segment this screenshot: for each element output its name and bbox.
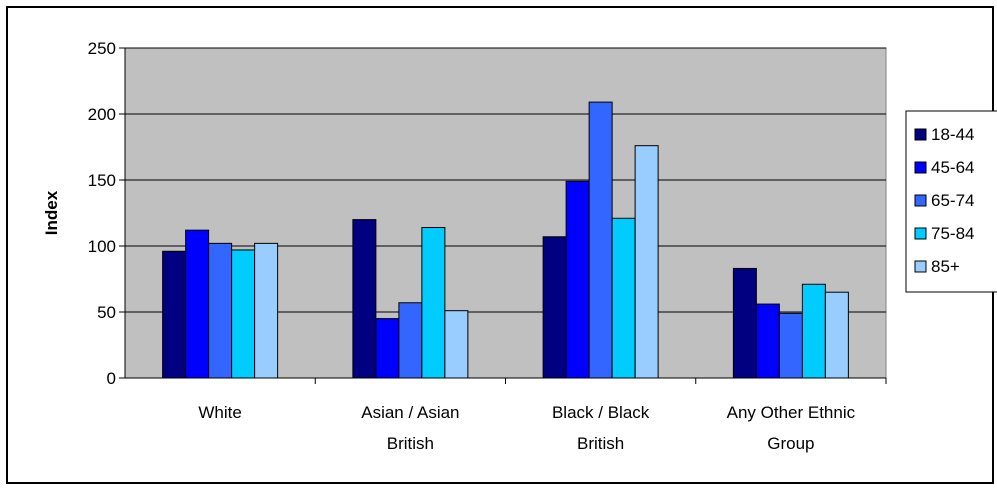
legend-swatch	[914, 161, 927, 174]
y-tick-label: 200	[88, 105, 116, 124]
x-tick-label: Black / Black British	[552, 403, 650, 453]
y-tick-labels: 0 50 100 150 200 250	[88, 39, 116, 388]
x-tick-labels: White Asian / Asian British Black / Black Br…	[198, 403, 855, 453]
bar-65-74	[398, 302, 423, 379]
bar-65-74	[588, 101, 613, 379]
bar-45-64	[565, 180, 590, 379]
bar-65-74	[778, 312, 803, 379]
bar-75-84	[231, 249, 256, 379]
bar-85-	[634, 145, 659, 379]
x-tick-label: Any Other Ethnic Group	[727, 403, 856, 453]
bars	[162, 101, 849, 379]
bar-85-	[444, 310, 469, 379]
legend-swatch	[914, 260, 927, 273]
y-tick-label: 150	[88, 171, 116, 190]
y-tick-label: 50	[97, 303, 116, 322]
bar-45-64	[755, 303, 780, 379]
legend-label: 85+	[931, 257, 960, 276]
y-tick-label: 0	[107, 369, 116, 388]
legend-label: 18-44	[931, 125, 974, 144]
y-axis-label: Index	[42, 190, 61, 235]
bar-75-84	[611, 217, 636, 379]
bar-18-44	[352, 219, 377, 379]
legend-label: 45-64	[931, 158, 974, 177]
legend-swatch	[914, 194, 927, 207]
x-tick-label: White	[198, 403, 241, 422]
bar-85-	[254, 242, 279, 379]
y-tick-label: 250	[88, 39, 116, 58]
bar-75-84	[801, 283, 826, 379]
bar-75-84	[421, 227, 446, 379]
bar-45-64	[185, 229, 210, 379]
bar-18-44	[542, 236, 567, 379]
legend-swatch	[914, 227, 927, 240]
legend-label: 65-74	[931, 191, 974, 210]
bar-18-44	[732, 267, 757, 379]
bar-65-74	[208, 242, 233, 379]
axes	[119, 47, 887, 384]
bar-85-	[824, 291, 849, 379]
legend-label: 75-84	[931, 224, 974, 243]
legend-swatch	[914, 128, 927, 141]
x-tick-label: Asian / Asian British	[361, 403, 459, 453]
bar-18-44	[162, 250, 187, 379]
bar-45-64	[375, 318, 400, 379]
y-tick-label: 100	[88, 237, 116, 256]
legend: 18-44 45-64 65-74 75-84 85+	[905, 110, 997, 293]
